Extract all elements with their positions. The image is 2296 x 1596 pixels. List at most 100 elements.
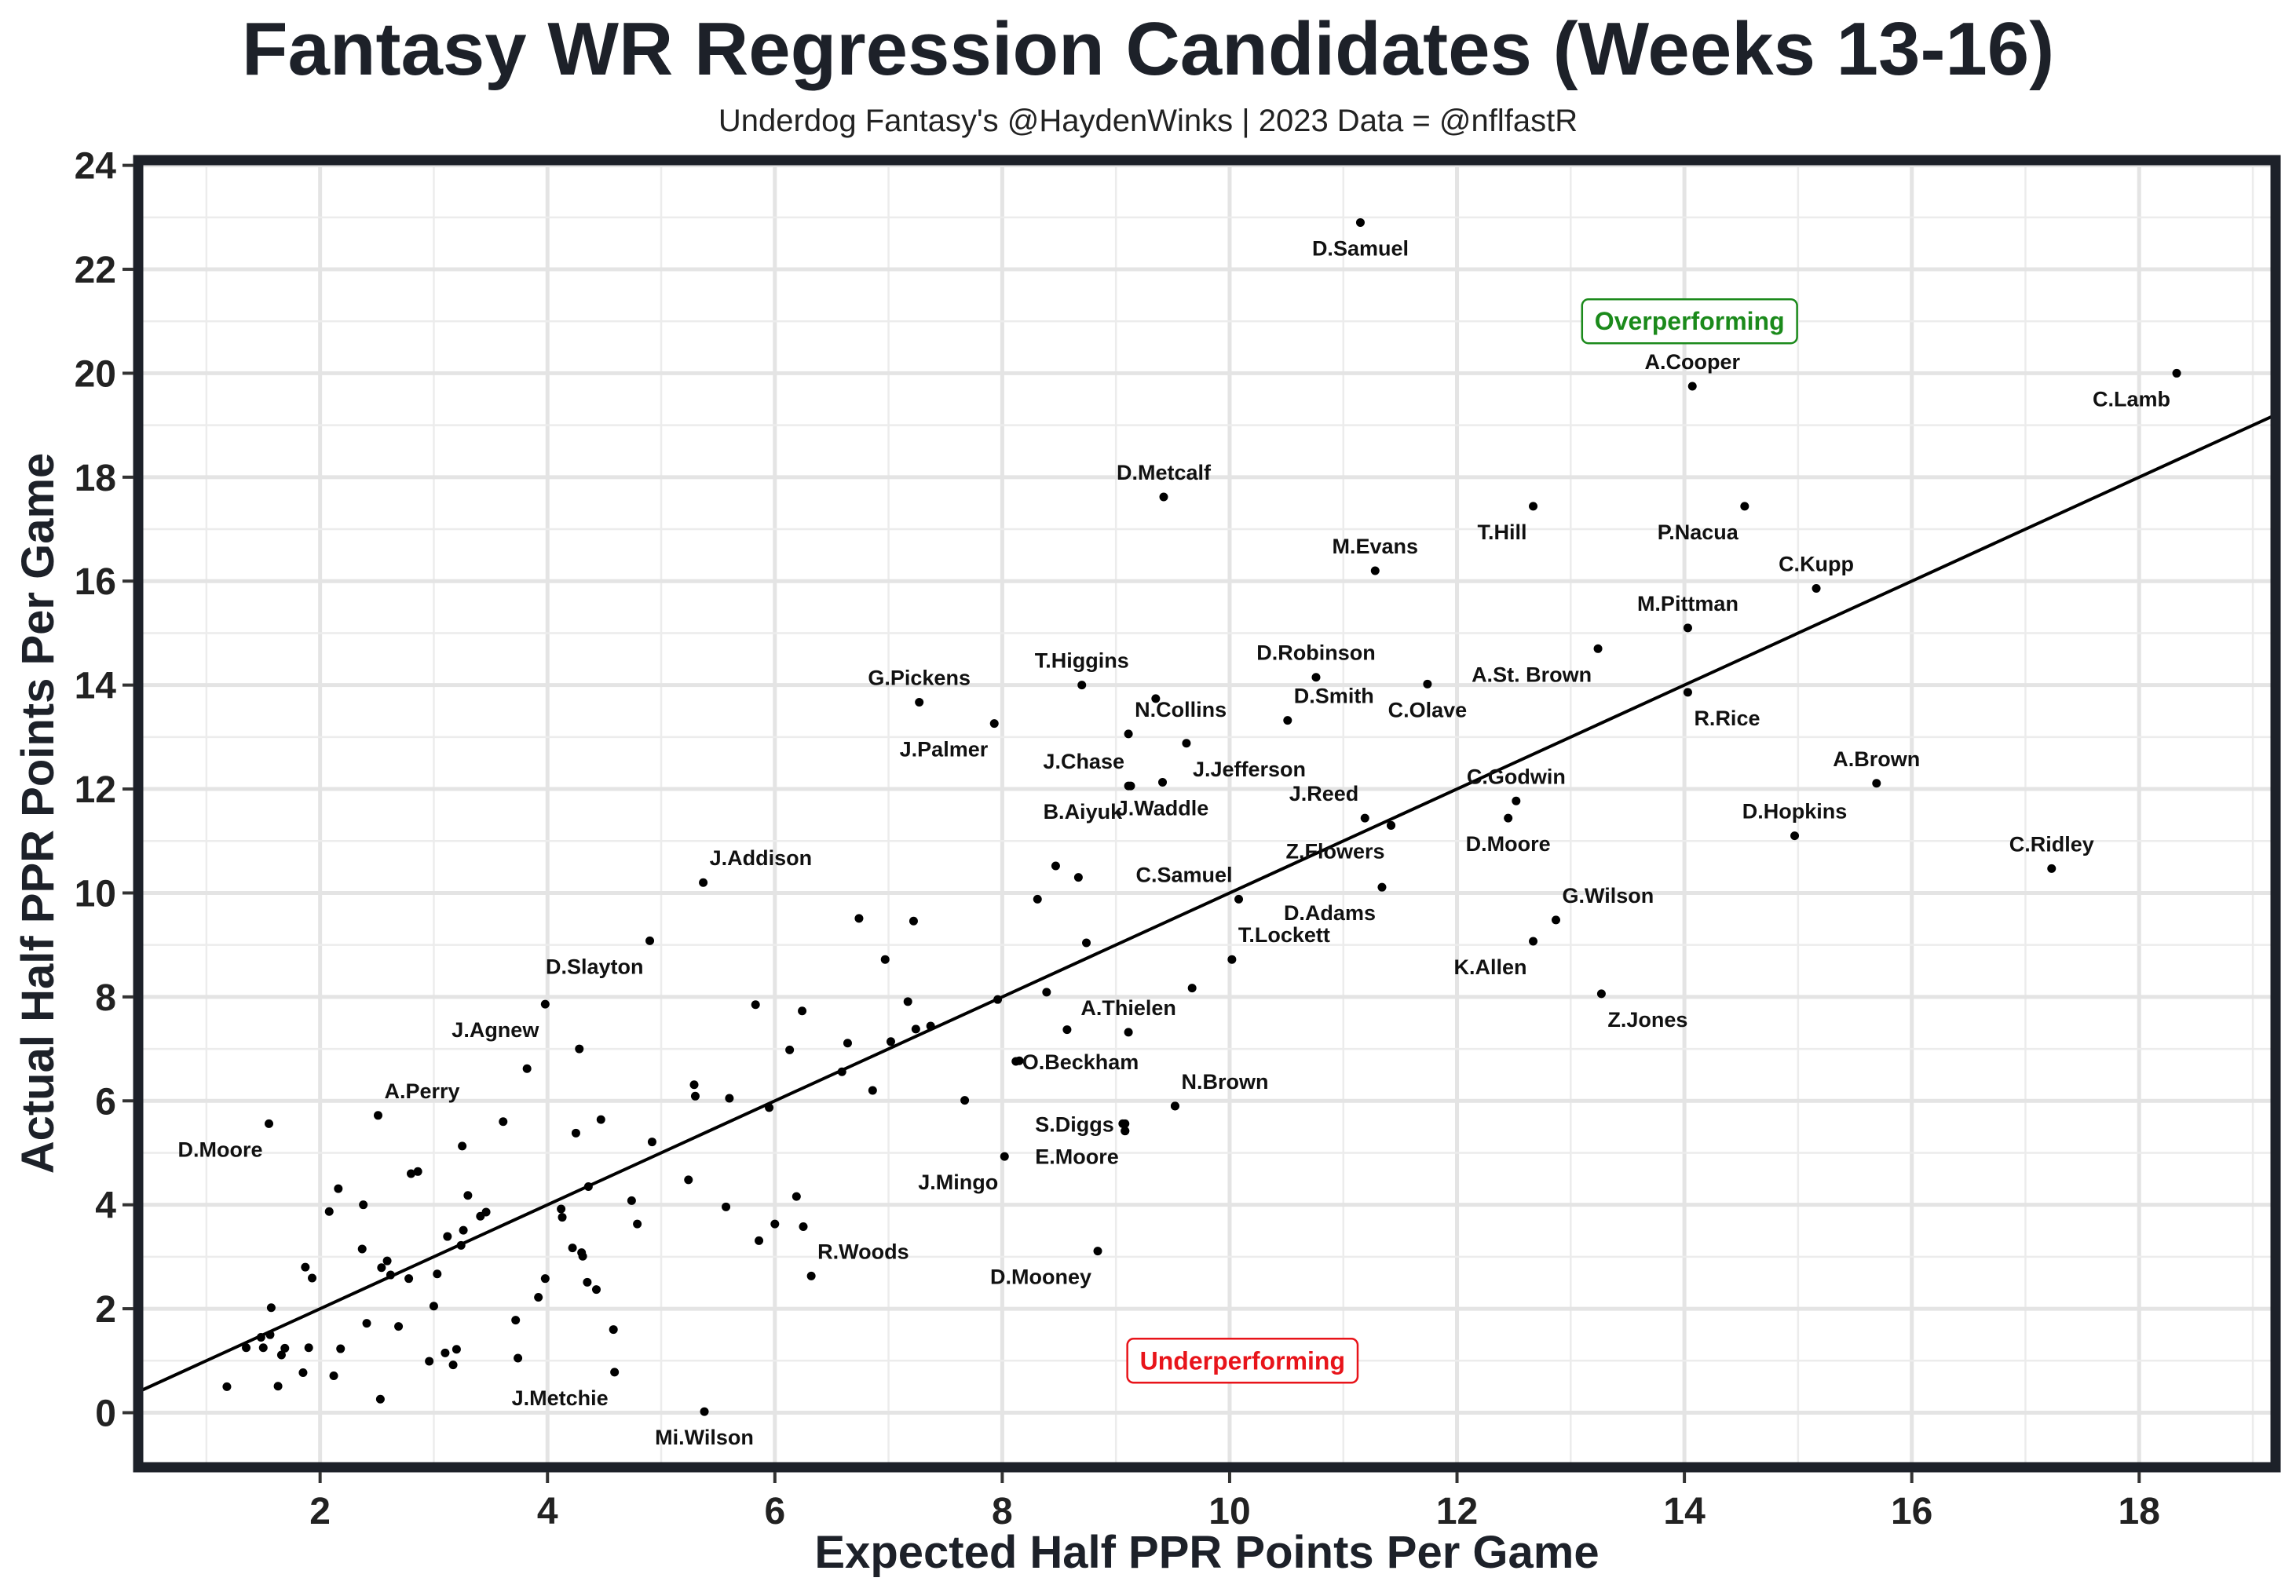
- data-point-labeled: [1234, 894, 1244, 904]
- x-tick-label: 4: [537, 1491, 558, 1532]
- y-tick-label: 22: [75, 250, 116, 291]
- data-point-labeled: [1790, 831, 1800, 841]
- chart-title: Fantasy WR Regression Candidates (Weeks …: [242, 7, 2054, 91]
- data-points: [222, 217, 2181, 1416]
- y-tick-label: 6: [95, 1081, 116, 1123]
- data-point-labeled: [1182, 739, 1191, 748]
- data-point-labeled: [610, 1368, 620, 1377]
- annotation-box: Overperforming: [1581, 298, 1798, 345]
- data-point: [443, 1232, 452, 1241]
- data-point-labeled: [700, 1407, 709, 1416]
- data-point: [280, 1343, 290, 1353]
- data-point: [441, 1348, 450, 1357]
- y-tick-label: 20: [75, 353, 116, 395]
- data-point: [596, 1115, 605, 1124]
- data-point: [429, 1302, 438, 1311]
- data-point: [843, 1039, 852, 1048]
- data-point-labeled: [1355, 217, 1365, 227]
- data-point-labeled: [1687, 382, 1697, 391]
- data-point-labeled: [1093, 1247, 1102, 1256]
- data-point: [329, 1371, 338, 1380]
- annotation-box: Underperforming: [1126, 1338, 1359, 1384]
- data-point: [357, 1244, 367, 1254]
- point-label: N.Collins: [1135, 698, 1227, 721]
- data-point-labeled: [1283, 716, 1292, 725]
- data-point: [591, 1285, 601, 1295]
- point-label: T.Lockett: [1238, 923, 1330, 947]
- data-point: [1051, 861, 1060, 871]
- data-point: [298, 1368, 308, 1378]
- data-point: [308, 1273, 317, 1283]
- point-label: N.Brown: [1181, 1070, 1268, 1094]
- data-point: [375, 1394, 385, 1404]
- data-point: [452, 1345, 461, 1354]
- data-point: [463, 1191, 473, 1200]
- point-label: G.Pickens: [868, 666, 971, 689]
- point-label: T.Hill: [1478, 520, 1527, 544]
- data-point: [583, 1182, 593, 1192]
- y-tick-label: 8: [95, 977, 116, 1019]
- data-point: [1151, 694, 1161, 703]
- data-point: [276, 1350, 286, 1360]
- data-point-labeled: [265, 1119, 274, 1128]
- data-point-labeled: [1124, 729, 1133, 739]
- data-point: [499, 1117, 508, 1127]
- data-point: [448, 1360, 458, 1370]
- data-point-labeled: [1593, 644, 1603, 653]
- data-point-labeled: [1170, 1101, 1179, 1111]
- data-point: [571, 1128, 580, 1138]
- data-point-labeled: [1121, 1119, 1130, 1128]
- data-point: [633, 1219, 642, 1229]
- data-point: [458, 1141, 467, 1151]
- data-point-labeled: [374, 1111, 383, 1120]
- data-point: [647, 1138, 656, 1147]
- data-point: [222, 1382, 232, 1391]
- point-label: E.Moore: [1035, 1145, 1119, 1169]
- annotations: Overperforming Underperforming: [1126, 298, 1798, 1384]
- data-point: [1033, 894, 1042, 904]
- y-tick-label: 2: [95, 1289, 116, 1331]
- data-point: [266, 1303, 276, 1313]
- point-label: Z.Flowers: [1286, 839, 1385, 863]
- point-label: J.Addison: [710, 846, 813, 870]
- x-axis-ticks: 2 4 6 8 10 12 14 16 18: [309, 1472, 2160, 1532]
- data-point: [377, 1263, 386, 1273]
- data-point-labeled: [1158, 777, 1168, 787]
- annotation-border: [1126, 1338, 1359, 1384]
- data-point-labeled: [1504, 813, 1513, 823]
- data-point-labeled: [1512, 796, 1521, 805]
- point-label: R.Woods: [817, 1240, 909, 1263]
- data-point-labeled: [1872, 779, 1881, 788]
- data-point-labeled: [1370, 566, 1380, 575]
- data-point: [362, 1319, 371, 1328]
- data-point: [689, 1080, 699, 1090]
- data-point: [242, 1343, 251, 1353]
- plot-frame: [133, 155, 2281, 1473]
- data-point: [301, 1262, 310, 1272]
- point-label: J.Jefferson: [1193, 758, 1306, 781]
- data-point: [558, 1213, 567, 1222]
- point-label: J.Waddle: [1117, 796, 1209, 820]
- data-point: [557, 1204, 566, 1214]
- data-point: [798, 1006, 807, 1016]
- data-point-labeled: [2172, 368, 2181, 378]
- data-point: [751, 1000, 760, 1010]
- data-point: [770, 1219, 780, 1229]
- data-point: [886, 1037, 895, 1046]
- data-point: [273, 1382, 283, 1391]
- y-tick-label: 0: [95, 1393, 116, 1434]
- point-label: C.Samuel: [1135, 863, 1232, 886]
- data-point: [514, 1353, 523, 1363]
- point-labels: D.Samuel A.Cooper C.Lamb D.Metcalf T.Hill P.N…: [178, 236, 2171, 1449]
- data-point-labeled: [1360, 813, 1369, 823]
- annotation-label: Underperforming: [1140, 1346, 1345, 1375]
- data-point: [578, 1251, 587, 1261]
- y-tick-label: 16: [75, 561, 116, 603]
- data-point: [324, 1207, 334, 1216]
- data-point: [837, 1067, 846, 1076]
- data-point-labeled: [1740, 502, 1749, 511]
- data-point: [627, 1196, 636, 1205]
- data-point: [575, 1044, 584, 1054]
- x-tick-label: 16: [1891, 1491, 1932, 1532]
- data-point: [690, 1091, 700, 1101]
